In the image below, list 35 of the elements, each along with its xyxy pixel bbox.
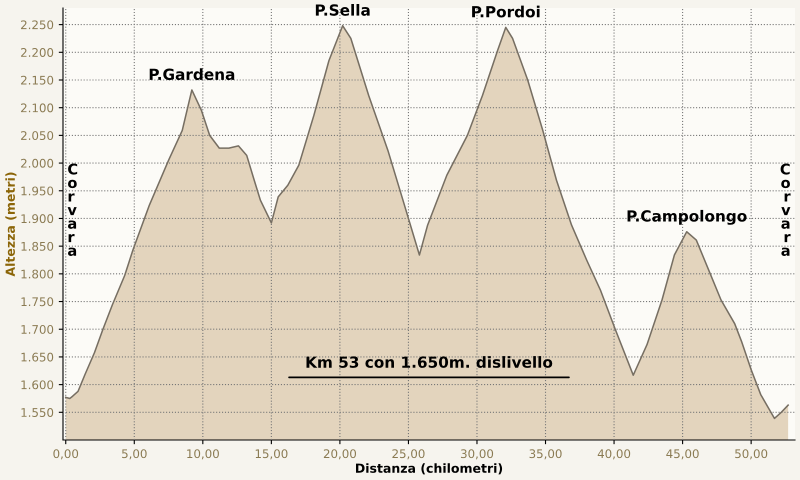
annotation: Corvara [68,164,78,256]
x-tick-label: 5,00 [122,449,147,460]
annotation: P.Campolongo [628,210,747,225]
y-tick-label: 2.000 [21,158,54,168]
y-tick-label: 1.800 [21,270,54,278]
annotation: P.Gardena [150,68,234,80]
x-tick-label: 15,00 [256,449,288,460]
x-tick-label: 50,00 [735,449,768,460]
x-tick-label: 40,00 [598,449,630,460]
annotation: Corvara [780,164,791,256]
y-tick-label: 2.200 [21,48,54,57]
x-tick-label: 25,00 [392,449,425,460]
annotation: P.Sella [316,4,370,16]
x-tick-label: 45,00 [666,449,699,460]
y-tick-label: 1.550 [21,408,54,417]
annotation: Km 53 con 1.650m. dislivello [306,356,552,368]
y-tick-label: 1.750 [21,297,54,306]
y-axis-title: Altezza (metri) [5,172,16,276]
x-tick-label: 30,00 [460,449,494,460]
y-tick-label: 1.650 [21,352,54,362]
y-tick-label: 1.700 [21,324,54,334]
x-tick-label: 20,00 [324,449,356,460]
y-tick-label: 1.950 [21,186,54,196]
y-tick-label: 2.150 [21,76,54,85]
x-tick-label: 35,00 [530,449,562,460]
y-tick-label: 2.250 [21,20,54,30]
annotation: P.Pordoi [472,6,540,18]
y-tick-label: 2.100 [21,103,54,112]
y-tick-label: 1.850 [21,242,54,251]
x-axis-title: Distanza (chilometri) [356,463,502,474]
y-tick-label: 1.600 [21,380,54,390]
y-tick-label: 2.050 [21,131,54,140]
x-tick-label: 10,00 [187,449,219,460]
x-tick-label: 0,00 [53,449,78,460]
y-tick-label: 1.900 [21,214,54,224]
